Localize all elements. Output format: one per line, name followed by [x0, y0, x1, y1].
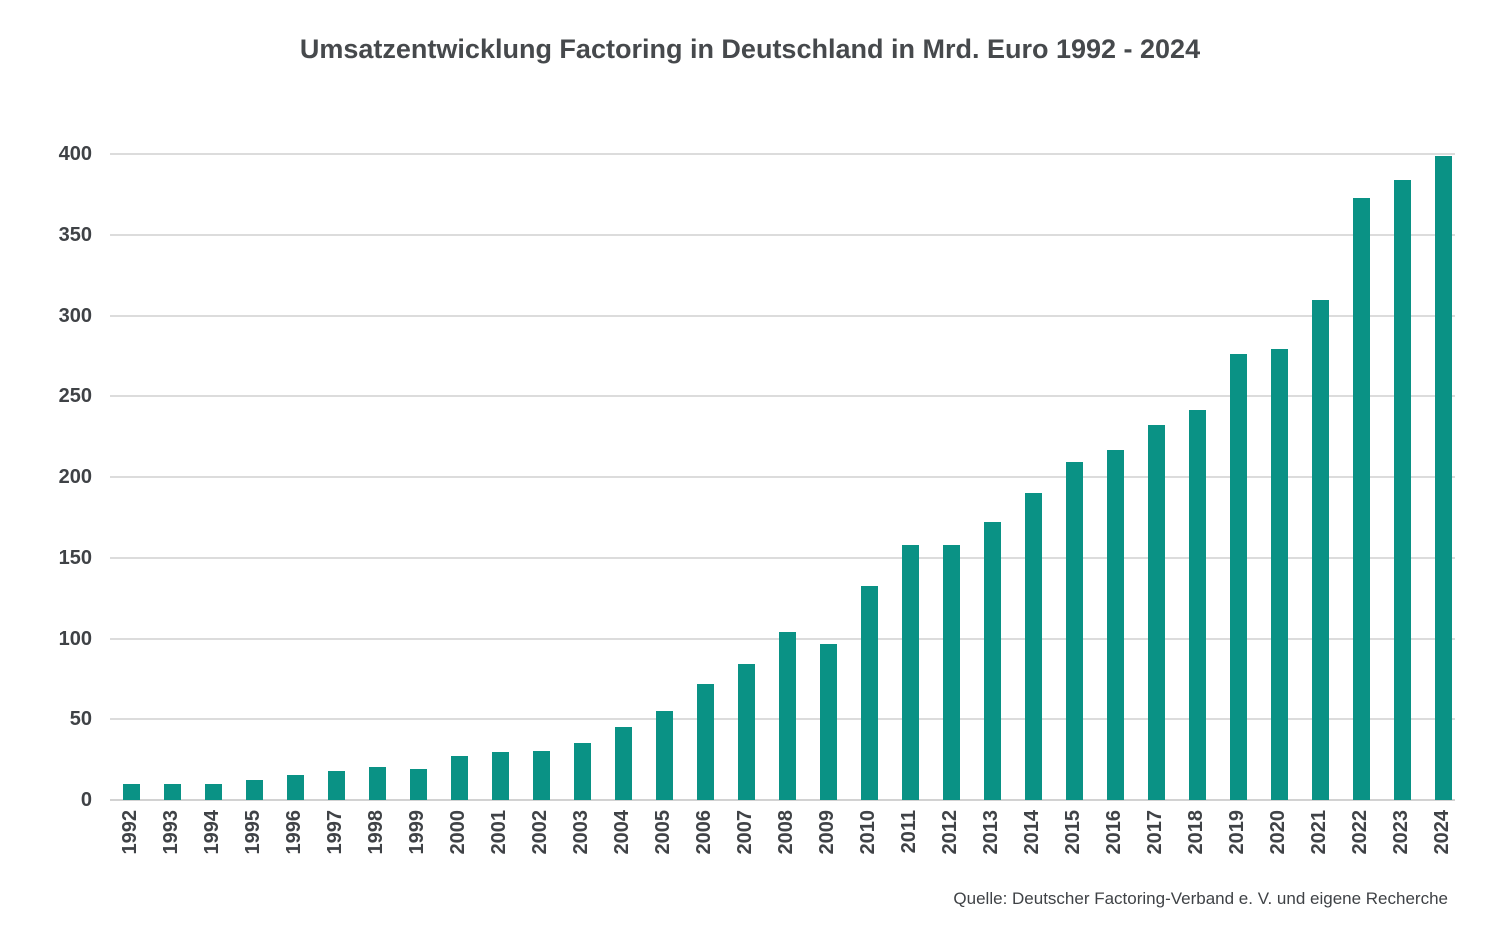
x-tick-label-2009: 2009 [816, 810, 838, 855]
x-tick-label-1994: 1994 [201, 810, 223, 855]
y-tick-label-300: 300 [58, 304, 92, 327]
x-tick-label-2016: 2016 [1103, 810, 1125, 855]
x-tick-label-2019: 2019 [1226, 810, 1248, 855]
bar-2021 [1311, 300, 1329, 800]
bar-1994 [204, 783, 222, 800]
y-tick-label-100: 100 [58, 627, 92, 650]
x-tick-label-2014: 2014 [1021, 810, 1043, 855]
x-tick-label-1992: 1992 [119, 810, 141, 855]
bar-2002 [532, 750, 550, 800]
bar-2015 [1065, 461, 1083, 800]
x-tick-label-2000: 2000 [447, 810, 469, 855]
y-tick-label-200: 200 [58, 466, 92, 488]
bar-2022 [1352, 198, 1370, 800]
bar-2020 [1270, 348, 1288, 800]
bar-2004 [614, 726, 632, 800]
x-tick-label-1997: 1997 [324, 810, 346, 855]
bar-2005 [655, 711, 673, 800]
x-tick-label-1998: 1998 [365, 810, 387, 855]
bar-2018 [1188, 409, 1206, 800]
source-caption: Quelle: Deutscher Factoring-Verband e. V… [953, 889, 1448, 908]
x-tick-label-2017: 2017 [1144, 810, 1166, 855]
bar-2001 [491, 752, 509, 800]
x-tick-label-1993: 1993 [160, 810, 182, 855]
gridline-350 [110, 233, 1455, 236]
gridline-150 [110, 556, 1455, 559]
bar-2019 [1229, 354, 1247, 800]
x-tick-label-2006: 2006 [693, 810, 715, 855]
x-tick-label-2012: 2012 [939, 810, 961, 855]
y-tick-label-350: 350 [58, 223, 92, 246]
bar-2008 [778, 632, 796, 800]
gridline-400 [110, 153, 1455, 155]
bar-1992 [122, 783, 140, 800]
x-tick-label-2003: 2003 [570, 810, 592, 855]
x-tick-label-2020: 2020 [1267, 810, 1289, 855]
x-tick-label-2011: 2011 [898, 810, 920, 854]
x-tick-label-2018: 2018 [1185, 810, 1207, 855]
chart-title: Umsatzentwicklung Factoring in Deutschla… [299, 34, 1201, 64]
gridline-200 [110, 476, 1455, 478]
x-tick-label-2008: 2008 [775, 810, 797, 855]
bar-2014 [1024, 493, 1042, 800]
gridline-250 [110, 395, 1455, 398]
x-tick-label-2013: 2013 [980, 810, 1002, 855]
bar-2000 [450, 755, 468, 800]
bar-2023 [1393, 179, 1411, 800]
bar-1996 [286, 774, 304, 800]
x-tick-label-1996: 1996 [283, 810, 305, 855]
y-tick-label-0: 0 [80, 789, 92, 811]
bar-2006 [696, 683, 714, 800]
y-tick-label-150: 150 [58, 546, 92, 569]
x-tick-label-2002: 2002 [529, 810, 551, 855]
x-tick-label-2007: 2007 [734, 810, 756, 855]
x-tick-label-1995: 1995 [242, 810, 264, 855]
bar-2017 [1147, 424, 1165, 800]
x-tick-label-2015: 2015 [1062, 810, 1084, 855]
bar-2009 [819, 644, 837, 800]
bar-2011 [901, 544, 919, 800]
x-tick-label-2004: 2004 [611, 810, 633, 855]
bar-2003 [573, 743, 591, 800]
bar-2024 [1434, 156, 1452, 800]
gridline-300 [110, 314, 1455, 317]
bar-2010 [860, 586, 878, 800]
bar-1995 [245, 779, 263, 800]
bar-2013 [983, 522, 1001, 800]
bar-1998 [368, 766, 386, 800]
x-tick-label-2001: 2001 [488, 810, 510, 855]
gridline-0 [110, 799, 1455, 801]
bar-1997 [327, 770, 345, 800]
x-tick-label-2023: 2023 [1390, 810, 1412, 855]
x-tick-label-2024: 2024 [1431, 810, 1453, 855]
y-tick-label-250: 250 [58, 385, 92, 408]
bar-1999 [409, 768, 427, 800]
x-tick-label-2005: 2005 [652, 810, 674, 855]
bar-2012 [942, 544, 960, 800]
x-tick-label-2010: 2010 [857, 810, 879, 855]
y-tick-label-50: 50 [69, 708, 92, 731]
bar-1993 [163, 783, 181, 800]
x-tick-label-1999: 1999 [406, 810, 428, 855]
y-tick-label-400: 400 [58, 143, 92, 165]
bar-2016 [1106, 449, 1124, 800]
bar-2007 [737, 664, 755, 800]
x-tick-label-2021: 2021 [1308, 810, 1330, 855]
x-tick-label-2022: 2022 [1349, 810, 1371, 855]
